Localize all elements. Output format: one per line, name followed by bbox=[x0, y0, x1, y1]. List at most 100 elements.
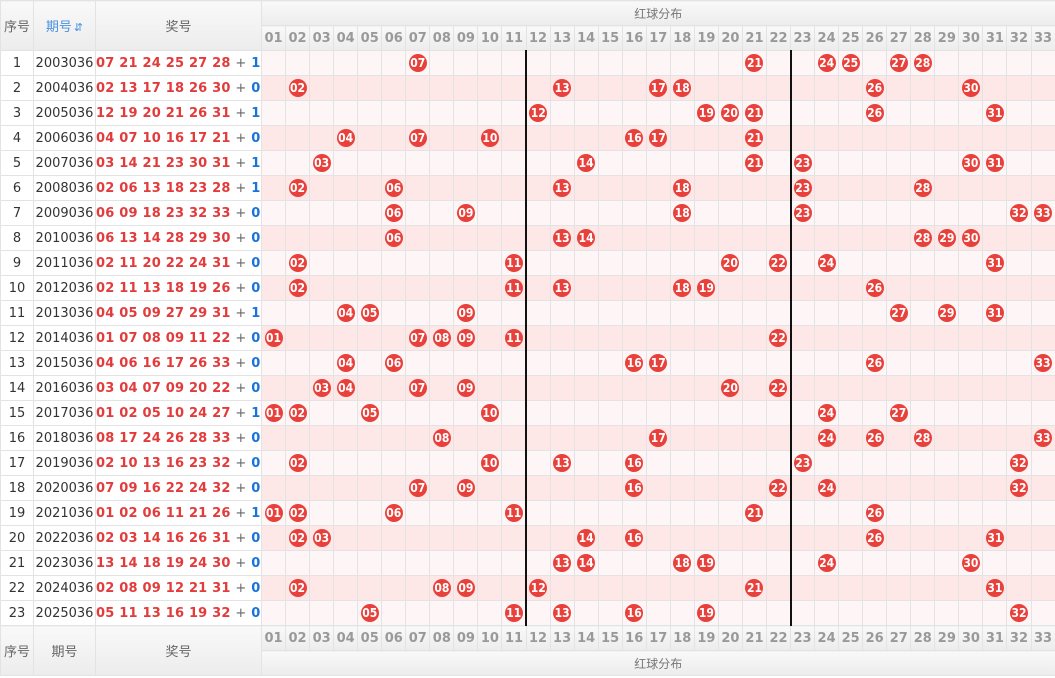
red-ball: 13 bbox=[553, 279, 572, 297]
dist-cell-18 bbox=[669, 250, 695, 276]
row-prize-numbers: 06 09 18 23 32 33 + 07 bbox=[95, 200, 262, 226]
dist-cell-03 bbox=[309, 250, 335, 276]
dist-cell-14 bbox=[573, 125, 599, 151]
dist-cell-12 bbox=[525, 450, 551, 476]
row-period: 2019036 bbox=[33, 450, 96, 476]
row-period: 2020036 bbox=[33, 475, 96, 501]
dist-cell-10 bbox=[477, 50, 503, 76]
row-prize-numbers: 07 21 24 25 27 28 + 15 bbox=[95, 50, 262, 76]
red-ball: 01 bbox=[264, 404, 283, 422]
dist-cell-33 bbox=[1030, 525, 1055, 551]
period-header-sort[interactable]: 期号 ⇵ bbox=[33, 0, 96, 51]
dist-cell-15 bbox=[597, 325, 623, 351]
dist-cell-09 bbox=[453, 125, 479, 151]
dist-cell-02 bbox=[285, 225, 311, 251]
dist-cell-23 bbox=[790, 425, 816, 451]
dist-cell-29 bbox=[934, 450, 960, 476]
dist-cell-30: 30 bbox=[958, 75, 984, 101]
dist-cell-21 bbox=[741, 350, 767, 376]
sort-icon[interactable]: ⇵ bbox=[73, 21, 84, 34]
dist-cell-22 bbox=[765, 300, 792, 326]
dist-cell-06 bbox=[381, 375, 407, 401]
dist-cell-14 bbox=[573, 350, 599, 376]
dist-cell-24 bbox=[814, 600, 840, 626]
dist-cell-31 bbox=[982, 500, 1008, 526]
prize-red-number: 14 bbox=[142, 230, 161, 246]
row-index: 18 bbox=[0, 475, 34, 501]
prize-red-number: 26 bbox=[188, 105, 208, 121]
top-number-header-01: 01 bbox=[260, 25, 287, 51]
dist-cell-33 bbox=[1030, 375, 1055, 401]
dist-cell-02: 02 bbox=[285, 500, 311, 526]
prize-red-number: 09 bbox=[142, 305, 161, 321]
dist-cell-21 bbox=[741, 275, 767, 301]
dist-cell-32 bbox=[1006, 250, 1032, 276]
dist-cell-30 bbox=[958, 100, 984, 126]
dist-cell-20 bbox=[717, 325, 743, 351]
prize-red-number: 31 bbox=[212, 530, 231, 546]
prize-red-number: 14 bbox=[119, 155, 138, 171]
dist-cell-25 bbox=[838, 425, 864, 451]
dist-cell-20 bbox=[717, 175, 743, 201]
prize-red-number: 28 bbox=[212, 180, 231, 196]
dist-cell-23 bbox=[790, 325, 816, 351]
dist-cell-23 bbox=[790, 50, 816, 76]
dist-cell-28 bbox=[910, 300, 936, 326]
dist-cell-11: 11 bbox=[501, 275, 528, 301]
dist-cell-03 bbox=[309, 75, 335, 101]
prize-plus: + bbox=[235, 580, 247, 596]
bottom-number-header-08: 08 bbox=[429, 625, 455, 651]
prize-red-number: 10 bbox=[165, 405, 185, 421]
dist-cell-30 bbox=[958, 125, 984, 151]
dist-cell-31 bbox=[982, 350, 1008, 376]
dist-cell-09 bbox=[453, 600, 479, 626]
dist-cell-21: 21 bbox=[741, 100, 767, 126]
prize-red-number: 13 bbox=[142, 455, 161, 471]
dist-cell-05 bbox=[357, 100, 383, 126]
dist-cell-18: 18 bbox=[669, 275, 695, 301]
dist-cell-07 bbox=[405, 525, 431, 551]
dist-cell-26: 26 bbox=[862, 275, 888, 301]
red-ball: 13 bbox=[553, 79, 572, 97]
dist-cell-30 bbox=[958, 475, 984, 501]
dist-cell-04 bbox=[333, 325, 359, 351]
row-period: 2015036 bbox=[33, 350, 96, 376]
prize-red-number: 30 bbox=[212, 230, 231, 246]
dist-cell-22: 22 bbox=[765, 325, 792, 351]
bottom-number-header-28: 28 bbox=[910, 625, 936, 651]
dist-cell-16 bbox=[621, 250, 647, 276]
dist-cell-31: 31 bbox=[982, 100, 1008, 126]
dist-cell-12 bbox=[525, 475, 551, 501]
dist-cell-25 bbox=[838, 125, 864, 151]
dist-cell-15 bbox=[597, 350, 623, 376]
red-ball: 16 bbox=[625, 604, 644, 622]
dist-cell-27: 27 bbox=[886, 400, 912, 426]
dist-cell-32 bbox=[1006, 325, 1032, 351]
bottom-number-header-30: 30 bbox=[958, 625, 984, 651]
prize-blue-number: 09 bbox=[251, 555, 261, 571]
prize-red-number: 07 bbox=[96, 480, 115, 496]
dist-cell-27 bbox=[886, 525, 912, 551]
prize-red-number: 24 bbox=[142, 430, 161, 446]
dist-cell-13 bbox=[549, 475, 575, 501]
prize-red-number: 18 bbox=[165, 180, 185, 196]
dist-cell-08 bbox=[429, 550, 455, 576]
red-ball: 22 bbox=[769, 379, 788, 397]
bottom-number-header-13: 13 bbox=[549, 625, 575, 651]
dist-cell-02 bbox=[285, 200, 311, 226]
bottom-number-header-31: 31 bbox=[982, 625, 1008, 651]
dist-cell-22 bbox=[765, 400, 792, 426]
dist-cell-33 bbox=[1030, 325, 1055, 351]
red-ball: 02 bbox=[288, 179, 307, 197]
dist-cell-04 bbox=[333, 450, 359, 476]
dist-cell-25 bbox=[838, 300, 864, 326]
dist-cell-32 bbox=[1006, 375, 1032, 401]
dist-cell-24: 24 bbox=[814, 400, 840, 426]
dist-cell-19 bbox=[693, 450, 719, 476]
dist-cell-06 bbox=[381, 250, 407, 276]
dist-cell-11 bbox=[501, 450, 528, 476]
